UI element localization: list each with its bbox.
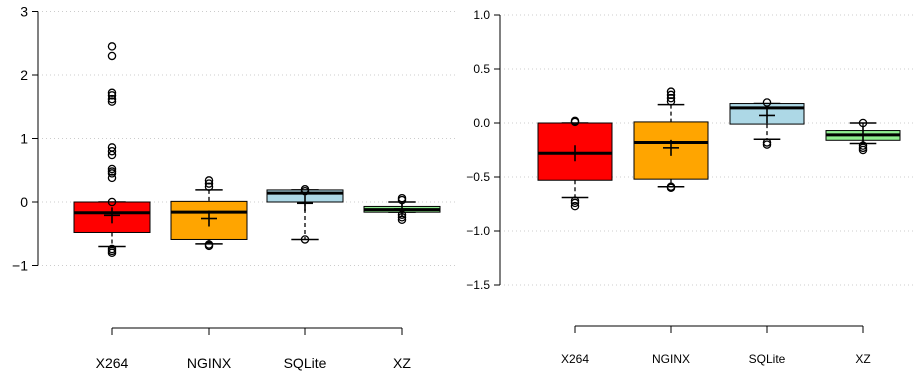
outlier-point [300,235,310,244]
y-tick-label: 2 [20,67,28,83]
outlier-point [107,146,117,156]
outlier-point [204,176,214,185]
outlier-point [397,210,407,219]
right-boxplot-panel: −1.5 −1.0 −0.5 0.0 0.5 1.0 X264 NGINX SQLite XZ [466,8,915,366]
x-tick-label: XZ [855,352,870,366]
outlier-point [107,51,117,61]
box-sqlite [729,98,805,149]
outlier-point [762,140,772,149]
outlier-point [762,98,772,107]
outlier-point [107,173,117,183]
outlier-point [204,182,214,192]
outlier-point [204,179,214,188]
x-tick-label: SQLite [749,352,786,366]
outlier-point [300,185,310,194]
y-tick-label: 3 [20,3,28,19]
y-tick-label: −0.5 [466,170,490,184]
y-tick-label: 0.5 [473,62,490,76]
outlier-point [666,87,676,96]
outlier-point [666,97,676,106]
box-sqlite [266,185,344,244]
x-tick-label: NGINX [187,355,232,371]
outlier-point [107,248,117,258]
y-tick-label: 0.0 [473,116,490,130]
y-tick-label: −1.0 [466,224,490,238]
outlier-point [107,197,117,207]
outlier-point [570,198,580,208]
outlier-point [666,90,676,100]
outlier-point [570,116,580,126]
left-boxplot-panel: −1 0 1 2 3 X264 NGINX SQLite XZ [12,3,455,371]
outlier-point [397,212,407,222]
outlier-point [666,183,676,193]
box-x264 [73,42,151,258]
x-tick-label: XZ [393,355,411,371]
outlier-point [107,143,117,152]
box-nginx [170,176,248,251]
x-tick-label: NGINX [652,352,690,366]
outlier-point [204,241,214,251]
box-xz [363,193,441,225]
x-tick-label: SQLite [284,355,327,371]
y-tick-label: −1.5 [466,278,490,292]
outlier-point [397,193,407,203]
outlier-point [107,94,117,104]
x-tick-label: X264 [561,352,589,366]
box-x264 [537,116,613,211]
outlier-point [570,201,580,211]
y-tick-label: −1 [12,257,28,273]
outlier-point [397,215,407,225]
box-xz [825,118,901,155]
outlier-point [107,42,117,51]
outlier-point [107,91,117,100]
x-tick-label: X264 [96,355,129,371]
outlier-point [858,145,868,155]
outlier-point [858,118,868,128]
outlier-point [107,164,117,174]
box-nginx [633,87,709,193]
outlier-point [107,167,117,176]
y-tick-label: 1.0 [473,8,490,22]
y-tick-label: 1 [20,130,28,146]
y-tick-label: 0 [20,194,28,210]
outlier-point [107,97,117,106]
outlier-point [107,88,117,98]
outlier-point [666,93,676,103]
